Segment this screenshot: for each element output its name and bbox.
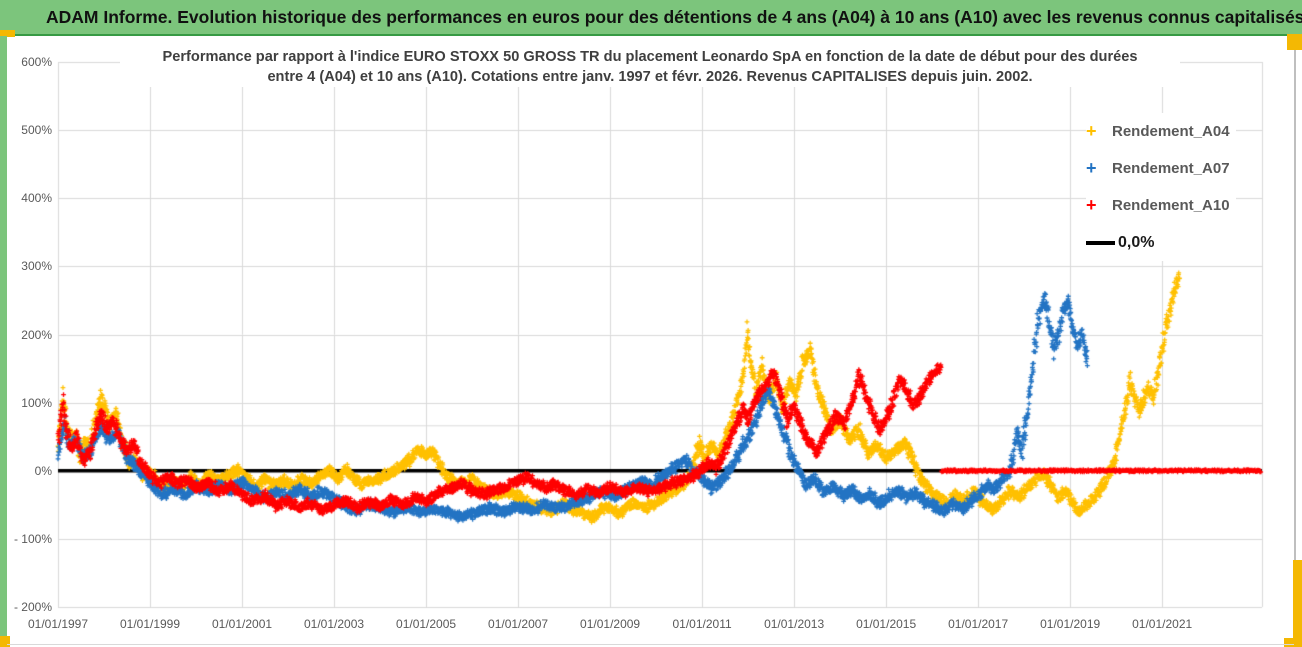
chart-title: Performance par rapport à l'indice EURO … [120,47,1180,87]
x-tick-label: 01/01/2005 [396,617,457,631]
y-tick-label: 200% [21,327,52,342]
legend-item: + Rendement_A07 [1086,150,1230,187]
x-tick-label: 01/01/2019 [1040,617,1101,631]
y-tick-label: - 200% [13,600,52,614]
legend-label: 0,0% [1118,233,1155,251]
y-tick-label: 0% [34,463,52,478]
legend: + Rendement_A04 + Rendement_A07 + Rendement_A… [1086,113,1236,261]
y-tick-label: 400% [21,191,52,206]
legend-item: + Rendement_A10 [1086,187,1230,224]
legend-label: Rendement_A10 [1112,197,1230,214]
x-tick-label: 01/01/2001 [211,617,273,631]
x-tick-label: 01/01/2015 [856,617,917,631]
plus-marker-icon: + [1086,121,1097,141]
x-tick-label: 01/01/2011 [672,617,732,631]
x-tick-label: 01/01/1997 [27,617,89,631]
y-tick-label: - 100% [13,531,52,546]
y-tick-label: 600% [21,55,52,69]
plus-marker-icon: + [1086,158,1097,178]
y-tick-label: 500% [21,123,52,138]
x-tick-label: 01/01/1999 [119,617,181,631]
legend-item: + Rendement_A04 [1086,113,1230,150]
x-tick-label: 01/01/2017 [948,617,1009,631]
x-tick-label: 01/01/2003 [304,617,365,631]
y-tick-label: 300% [21,259,52,274]
x-tick-label: 01/01/2013 [764,617,825,631]
legend-label: Rendement_A04 [1112,123,1230,140]
x-tick-label: 01/01/2009 [580,617,641,631]
y-tick-label: 100% [21,395,52,410]
line-marker-icon [1086,240,1115,245]
chart-title-line2: entre 4 (A04) et 10 ans (A10). Cotations… [267,69,1033,85]
legend-label: Rendement_A07 [1112,160,1230,177]
legend-item: 0,0% [1086,224,1230,261]
x-tick-label: 01/01/2007 [488,617,549,631]
plus-marker-icon: + [1086,195,1097,215]
chart-title-line1: Performance par rapport à l'indice EURO … [162,49,1138,65]
x-tick-label: 01/01/2021 [1132,617,1193,631]
